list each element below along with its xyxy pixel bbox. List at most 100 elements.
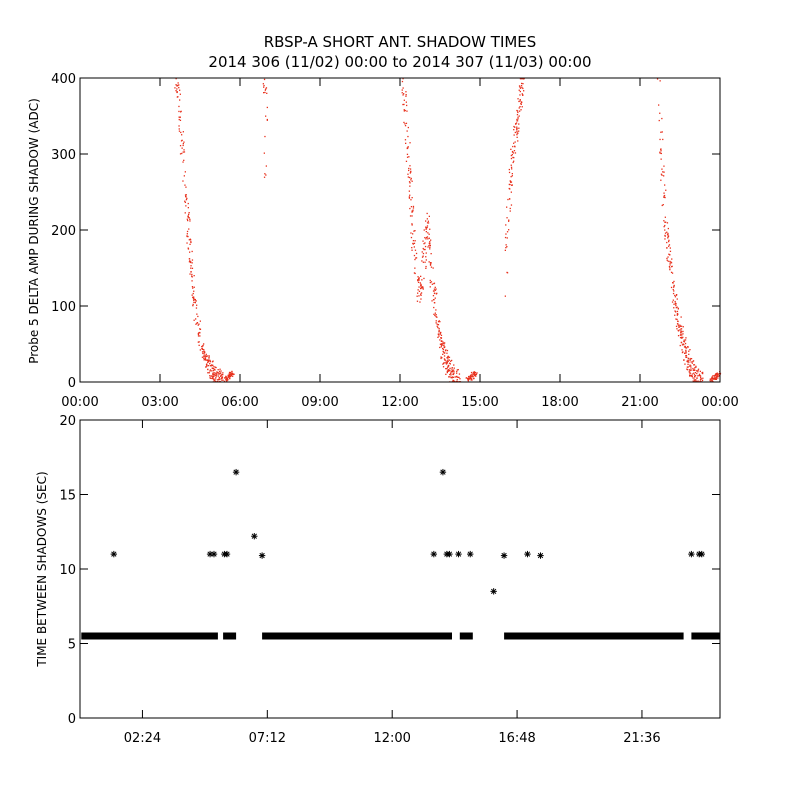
- delta-point: [467, 377, 469, 380]
- delta-point: [668, 244, 671, 246]
- delta-point: [446, 370, 449, 372]
- delta-point: [439, 321, 441, 323]
- delta-point: [408, 196, 410, 198]
- delta-point: [413, 230, 415, 232]
- delta-point: [263, 92, 265, 94]
- delta-point: [175, 78, 177, 80]
- delta-point: [697, 368, 700, 370]
- delta-point: [227, 376, 230, 378]
- delta-point: [423, 248, 425, 251]
- delta-point: [178, 118, 180, 121]
- delta-point: [443, 358, 446, 360]
- delta-point: [232, 375, 234, 377]
- delta-point: [517, 132, 519, 134]
- delta-point: [203, 349, 205, 351]
- delta-point: [433, 306, 435, 309]
- delta-point: [448, 370, 450, 372]
- delta-point: [227, 374, 229, 376]
- bottom-panel-y-tick-label: 15: [59, 489, 76, 504]
- delta-point: [193, 301, 195, 303]
- delta-point: [511, 184, 513, 186]
- delta-point: [184, 201, 186, 203]
- top-panel-x-tick-label: 06:00: [221, 395, 258, 410]
- delta-point: [516, 109, 518, 112]
- delta-point: [684, 339, 687, 341]
- interval-point: [251, 533, 258, 540]
- delta-point: [232, 373, 234, 376]
- delta-point: [445, 349, 447, 351]
- delta-point: [419, 282, 421, 284]
- delta-point: [203, 359, 205, 361]
- delta-point: [675, 325, 678, 327]
- delta-point: [198, 344, 200, 346]
- delta-point: [669, 260, 671, 263]
- delta-point: [689, 357, 691, 360]
- delta-point: [422, 288, 424, 290]
- delta-point: [263, 152, 265, 154]
- delta-point: [677, 335, 680, 337]
- delta-point: [451, 376, 453, 378]
- delta-point: [510, 176, 512, 178]
- delta-point: [220, 377, 222, 379]
- bottom-panel-y-axis-label: TIME BETWEEN SHADOWS (SEC): [35, 471, 49, 667]
- delta-point: [228, 371, 231, 374]
- delta-point: [711, 377, 713, 379]
- delta-point: [453, 367, 455, 369]
- delta-point: [683, 346, 686, 348]
- delta-point: [509, 180, 512, 182]
- delta-point: [676, 318, 678, 321]
- delta-point: [511, 154, 513, 156]
- delta-point: [664, 216, 666, 218]
- delta-point: [214, 380, 216, 382]
- delta-point: [442, 348, 445, 351]
- delta-point: [202, 344, 204, 347]
- delta-point: [197, 335, 200, 337]
- delta-point: [669, 269, 671, 271]
- delta-point: [407, 176, 409, 178]
- delta-point: [681, 344, 684, 346]
- delta-point: [421, 279, 423, 281]
- delta-point: [220, 372, 222, 374]
- delta-point: [509, 198, 511, 200]
- delta-point: [430, 239, 432, 241]
- delta-point: [190, 265, 192, 267]
- delta-point: [406, 153, 409, 155]
- bottom-panel: 02:24 07:12 12:00 16:48 21:36 0 5 10 15 20 TIME B…: [35, 414, 721, 746]
- delta-point: [182, 143, 184, 145]
- delta-point: [522, 94, 524, 96]
- delta-point: [213, 375, 215, 377]
- delta-point: [659, 152, 661, 154]
- delta-point: [677, 320, 679, 323]
- delta-point: [407, 126, 409, 129]
- delta-point: [203, 353, 205, 355]
- delta-point: [675, 304, 677, 307]
- delta-point: [433, 292, 436, 295]
- delta-point: [513, 125, 515, 128]
- delta-point: [440, 357, 442, 360]
- delta-point: [676, 314, 678, 316]
- bottom-panel-x-tick-label: 12:00: [373, 731, 410, 746]
- delta-point: [407, 135, 409, 138]
- delta-point: [412, 209, 414, 211]
- delta-point: [434, 314, 436, 317]
- delta-point: [266, 118, 268, 121]
- delta-point: [504, 236, 507, 239]
- delta-point: [186, 235, 188, 237]
- delta-point: [199, 328, 202, 330]
- delta-point: [676, 298, 678, 300]
- delta-point: [187, 216, 189, 218]
- delta-point: [424, 245, 427, 248]
- delta-point: [453, 372, 455, 375]
- interval-point: [110, 550, 118, 558]
- delta-point: [686, 361, 689, 363]
- delta-point: [430, 281, 433, 283]
- delta-point: [517, 116, 519, 118]
- delta-point: [519, 87, 522, 89]
- delta-point: [508, 168, 510, 171]
- top-panel-x-tick-label: 03:00: [141, 395, 178, 410]
- delta-point: [663, 165, 665, 167]
- delta-point: [681, 351, 684, 354]
- delta-point: [409, 182, 411, 184]
- delta-point: [451, 377, 453, 379]
- delta-point: [439, 333, 441, 335]
